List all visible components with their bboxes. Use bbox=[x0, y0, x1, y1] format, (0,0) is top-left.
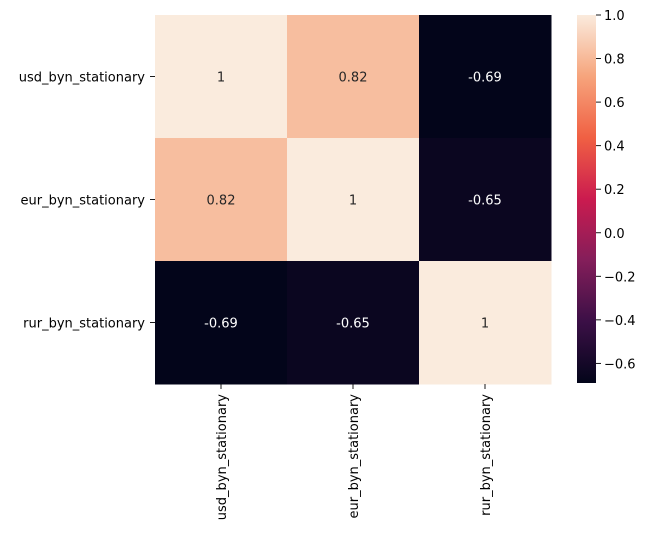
heatmap-cell-r2-c2 bbox=[419, 261, 552, 385]
heatmap-cells bbox=[155, 15, 552, 385]
heatmap-cell-r0-c2 bbox=[419, 15, 552, 139]
heatmap-cell-r0-c0 bbox=[155, 15, 288, 139]
cell-annotation: 1 bbox=[349, 194, 357, 209]
y-tick-label: rur_byn_stationary bbox=[23, 317, 145, 332]
colorbar-tick-label: −0.4 bbox=[604, 314, 636, 329]
colorbar-tick-label: 0.6 bbox=[604, 96, 625, 111]
colorbar-tick-label: 0.2 bbox=[604, 183, 625, 198]
cell-annotation: 0.82 bbox=[207, 194, 236, 209]
y-tick-label: usd_byn_stationary bbox=[19, 71, 145, 86]
cell-annotation: -0.69 bbox=[204, 317, 238, 332]
colorbar-tick-label: 0.4 bbox=[604, 140, 625, 155]
y-tick-label: eur_byn_stationary bbox=[20, 194, 145, 209]
heatmap-cell-r2-c0 bbox=[155, 261, 288, 385]
cell-annotations: 1 0.82 -0.69 0.82 1 -0.65 -0.69 -0.65 1 bbox=[204, 71, 502, 332]
heatmap-cell-r1-c2 bbox=[419, 138, 552, 262]
heatmap-cell-r2-c1 bbox=[287, 261, 420, 385]
heatmap-cell-r1-c1 bbox=[287, 138, 420, 262]
colorbar-tick-label: 1.0 bbox=[604, 9, 625, 24]
colorbar-tick-label: 0.8 bbox=[604, 53, 625, 68]
cell-annotation: 0.82 bbox=[339, 71, 368, 86]
cell-annotation: 1 bbox=[481, 317, 489, 332]
colorbar-tick-label: −0.6 bbox=[604, 357, 636, 372]
cell-annotation: -0.69 bbox=[468, 71, 502, 86]
colorbar-tick-label: −0.2 bbox=[604, 270, 636, 285]
heatmap-cell-r0-c1 bbox=[287, 15, 420, 139]
cell-annotation: -0.65 bbox=[468, 194, 502, 209]
x-tick-label: eur_byn_stationary bbox=[347, 394, 362, 519]
cell-annotation: 1 bbox=[217, 71, 225, 86]
colorbar: 1.0 0.8 0.6 0.4 0.2 0.0 −0.2 −0.4 −0.6 bbox=[577, 9, 636, 383]
x-tick-label: usd_byn_stationary bbox=[215, 394, 230, 520]
heatmap-cell-r1-c0 bbox=[155, 138, 288, 262]
colorbar-tick-label: 0.0 bbox=[604, 227, 625, 242]
x-tick-label: rur_byn_stationary bbox=[479, 394, 494, 516]
y-axis: usd_byn_stationary eur_byn_stationary rur_… bbox=[19, 71, 155, 332]
x-axis: usd_byn_stationary eur_byn_stationary rur_… bbox=[215, 384, 494, 520]
colorbar-scale bbox=[577, 15, 596, 383]
cell-annotation: -0.65 bbox=[336, 317, 370, 332]
